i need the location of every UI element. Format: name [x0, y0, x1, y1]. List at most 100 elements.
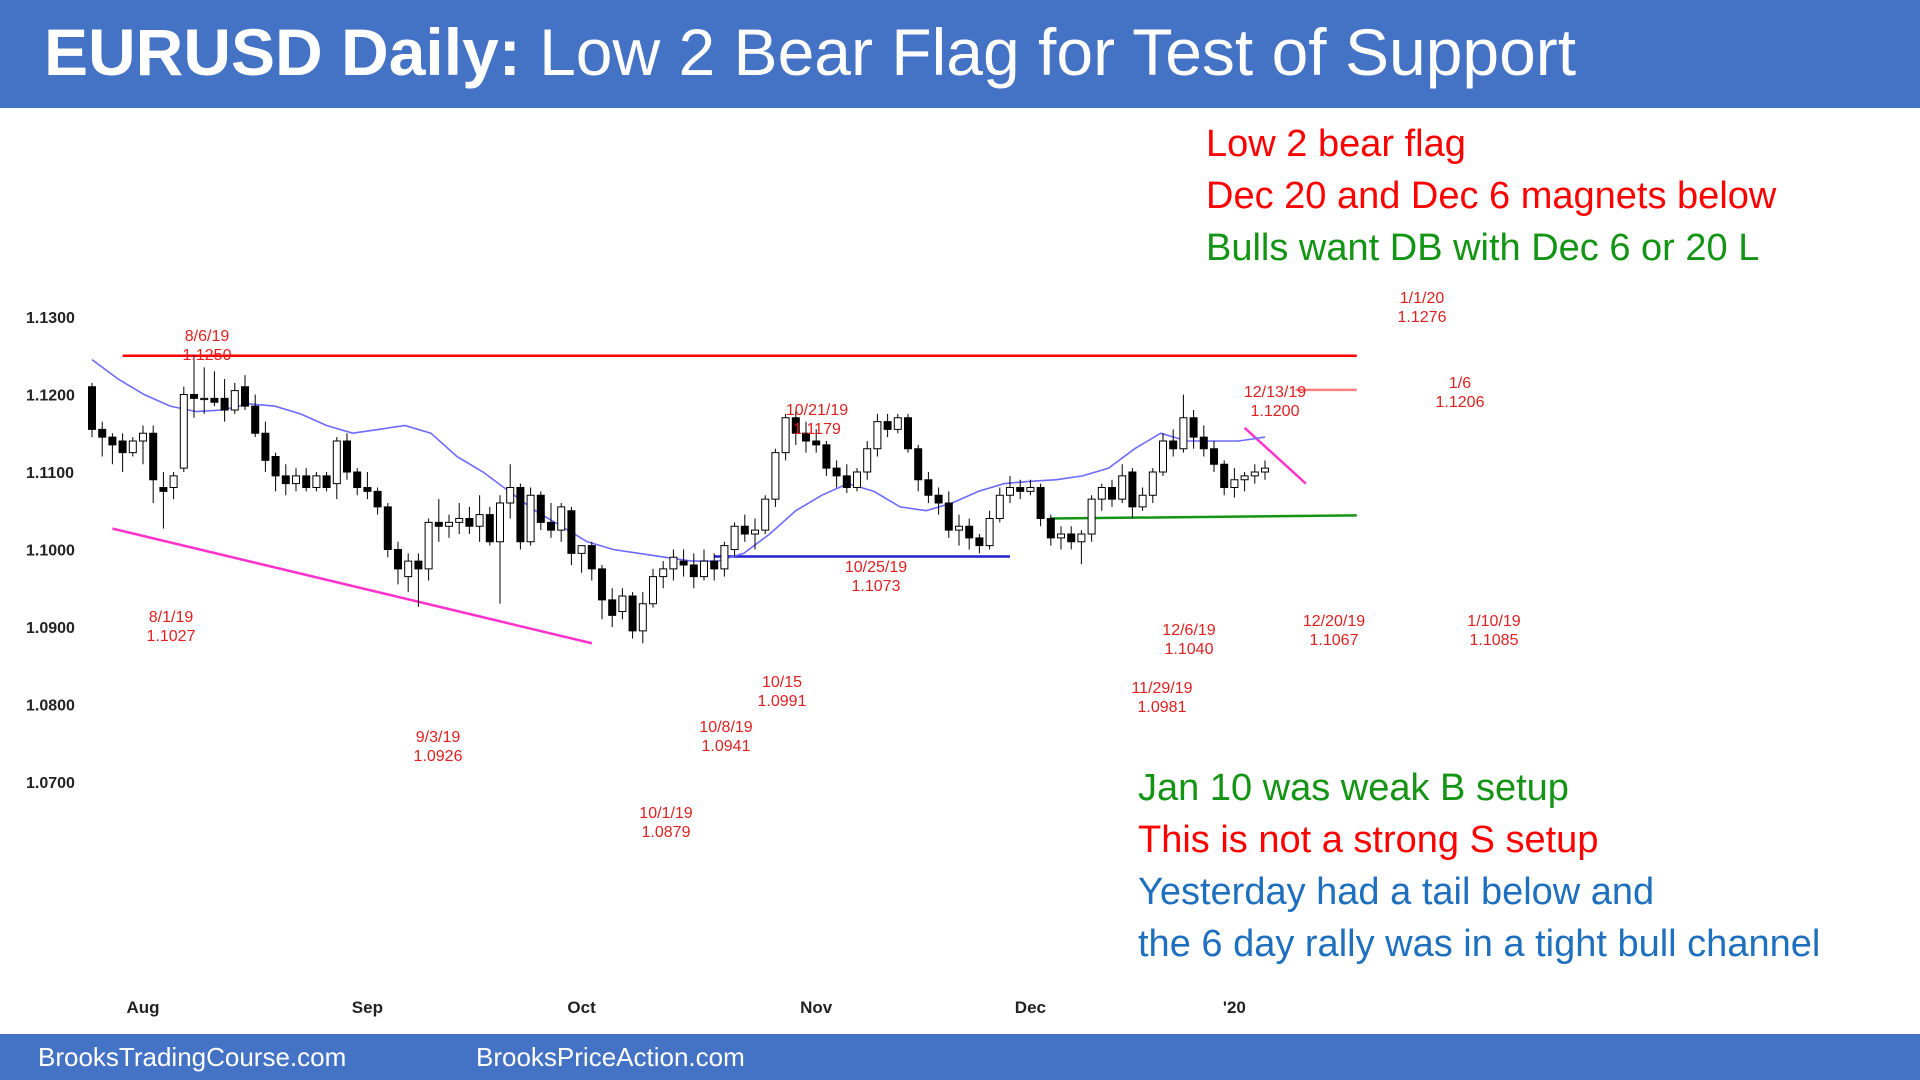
bear-candle-body — [934, 494, 943, 504]
candlestick-chart: 1.1300 1.1200 1.1100 1.1000 1.0900 1.0800 1.07… — [26, 290, 1521, 1017]
bear-candle-body — [965, 525, 974, 539]
bear-candle-body — [383, 506, 392, 550]
bull-candle-body — [863, 448, 872, 473]
bull-candle-body — [873, 421, 882, 450]
bull-candle-body — [455, 518, 464, 523]
annotation-price: 1.0879 — [642, 824, 691, 841]
annotation-price: 1.1067 — [1310, 632, 1359, 649]
bull-candle-body — [506, 487, 515, 504]
annotation-date: 10/8/19 — [699, 719, 752, 736]
bear-candle-body — [832, 467, 841, 477]
bull-candle-body — [200, 397, 209, 401]
footer-right-site: BrooksPriceAction.com — [476, 1042, 745, 1072]
bull-candle-body — [577, 545, 586, 554]
x-tick-label: Dec — [1015, 998, 1046, 1017]
y-tick-label: 1.0900 — [26, 620, 75, 637]
note-weak-buy-setup: Jan 10 was weak B setup — [1138, 767, 1569, 809]
bull-candle-body — [1230, 479, 1239, 488]
annotation-price: 1.1276 — [1398, 309, 1447, 326]
bull-candle-body — [1250, 471, 1259, 477]
y-tick-label: 1.0700 — [26, 775, 75, 792]
bear-candle-body — [98, 428, 107, 438]
bull-candle-body — [292, 475, 300, 485]
bear-candle-body — [924, 479, 933, 496]
bull-candle-body — [332, 440, 341, 485]
bull-candle-body — [853, 471, 861, 488]
bear-candle-body — [1108, 487, 1116, 500]
note-tight-bull-channel: the 6 day rally was in a tight bull chan… — [1138, 923, 1821, 965]
bear-candle-body — [302, 475, 311, 488]
bear-candle-body — [914, 448, 923, 481]
annotation-price: 1.1085 — [1470, 632, 1519, 649]
y-tick-label: 1.1100 — [26, 465, 74, 482]
annotation-price: 1.1040 — [1165, 641, 1214, 658]
x-tick-label: Aug — [126, 998, 159, 1017]
annotation-date: 8/6/19 — [185, 328, 230, 345]
bear-candle-body — [373, 490, 382, 508]
note-magnets-below: Dec 20 and Dec 6 magnets below — [1206, 175, 1777, 217]
bear-candle-body — [710, 560, 719, 570]
x-tick-label: '20 — [1223, 998, 1246, 1017]
title-rest: Low 2 Bear Flag for Test of Support — [520, 15, 1577, 89]
bull-candle-body — [312, 475, 321, 488]
annotation-date: 12/13/19 — [1244, 384, 1306, 401]
bull-candle-body — [1179, 417, 1188, 450]
bull-candle-body — [669, 556, 678, 570]
annotation-price: 1.0991 — [758, 693, 807, 710]
bear-candle-body — [812, 440, 821, 446]
y-tick-label: 1.0800 — [26, 698, 75, 715]
bear-candle-body — [210, 397, 219, 403]
bull-candle-body — [1118, 475, 1127, 500]
bear-candle-body — [842, 475, 851, 488]
bear-candle-body — [598, 568, 606, 601]
footer-left-site: BrooksTradingCourse.com — [38, 1042, 347, 1072]
bull-candle-body — [659, 568, 668, 578]
bull-candle-body — [557, 506, 566, 531]
title-bold: EURUSD Daily: — [44, 15, 521, 89]
bear-candle-body — [88, 386, 96, 430]
bull-candle-body — [985, 518, 994, 547]
bear-candle-body — [159, 487, 168, 492]
bear-candle-body — [261, 432, 270, 461]
annotation-date: 1/1/20 — [1400, 290, 1445, 307]
bull-candle-body — [751, 529, 759, 535]
annotation-price: 1.1179 — [793, 421, 841, 438]
bear-candle-body — [547, 521, 555, 531]
annotation-price: 1.1200 — [1251, 403, 1300, 420]
x-tick-label: Nov — [800, 998, 833, 1017]
bull-candle-body — [1087, 498, 1096, 535]
annotation-date: 10/15 — [762, 674, 802, 691]
bull-candle-body — [496, 502, 504, 543]
line-bear-channel — [112, 527, 593, 645]
annotation-price: 1.0926 — [414, 748, 463, 765]
note-tail-below: Yesterday had a tail below and — [1138, 871, 1655, 913]
bear-candle-body — [190, 394, 198, 399]
annotation-price: 1.1073 — [852, 578, 901, 595]
annotation-date: 1/6 — [1449, 375, 1471, 392]
bear-candle-body — [822, 444, 831, 469]
bull-candle-body — [700, 560, 708, 578]
x-tick-label: Sep — [352, 998, 383, 1017]
y-tick-label: 1.1200 — [26, 388, 75, 405]
bear-candle-body — [628, 595, 637, 632]
bear-candle-body — [516, 487, 525, 543]
bull-candle-body — [445, 521, 453, 527]
y-tick-label: 1.1300 — [26, 310, 75, 327]
annotation-price: 1.0981 — [1138, 699, 1187, 716]
annotation-date: 10/25/19 — [845, 559, 907, 576]
bear-candle-body — [1210, 448, 1218, 465]
bull-candle-body — [424, 521, 433, 570]
bull-candle-body — [179, 394, 188, 469]
bear-candle-body — [414, 560, 423, 570]
bear-candle-body — [394, 549, 402, 570]
annotation-date: 10/1/19 — [639, 805, 692, 822]
bear-candle-body — [108, 436, 117, 446]
bear-candle-body — [251, 405, 260, 434]
bear-candle-body — [220, 397, 229, 411]
bull-candle-body — [1240, 475, 1249, 481]
annotation-price: 1.1027 — [147, 628, 196, 645]
bull-candle-body — [1261, 467, 1269, 473]
bear-candle-body — [1067, 533, 1076, 543]
bear-candle-body — [1189, 417, 1198, 438]
bull-candle-body — [649, 576, 657, 605]
